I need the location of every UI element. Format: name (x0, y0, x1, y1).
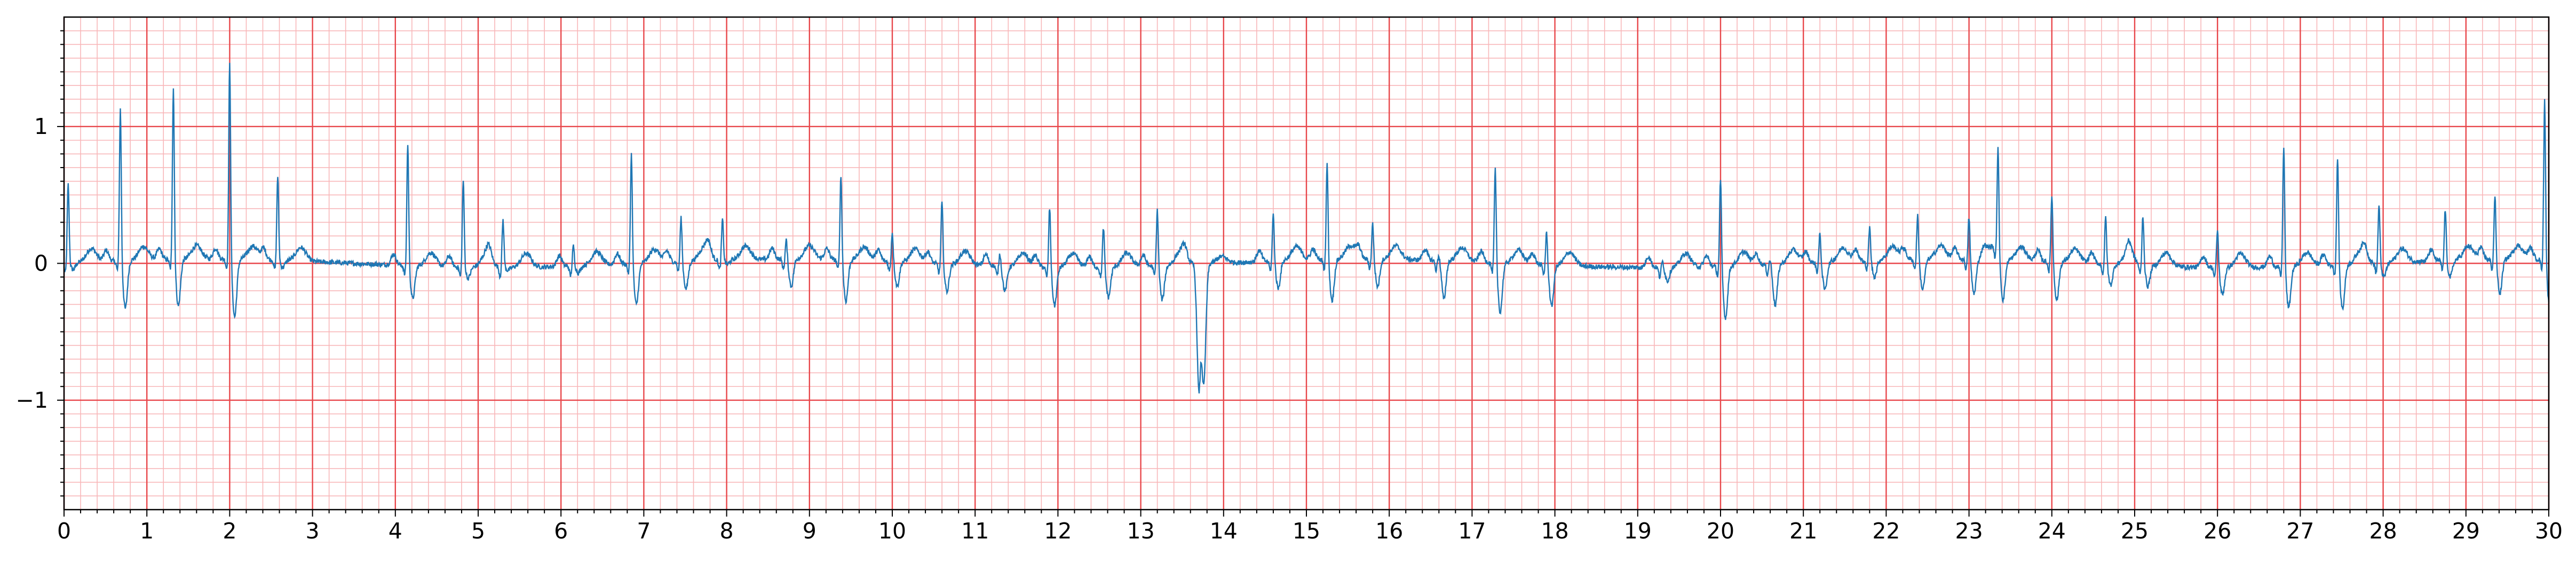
major-grid (63, 17, 2550, 510)
x-tick-label: 19 (1624, 518, 1652, 544)
x-tick-label: 20 (1707, 518, 1734, 544)
x-tick-label: 23 (1955, 518, 1983, 544)
x-tick-label: 9 (803, 518, 817, 544)
x-tick-label: 27 (2286, 518, 2314, 544)
y-axis: −1 0 1 (16, 30, 64, 497)
x-tick-label: 30 (2535, 518, 2563, 544)
x-tick-label: 13 (1127, 518, 1155, 544)
x-tick-label: 21 (1789, 518, 1817, 544)
x-tick-label: 12 (1044, 518, 1072, 544)
x-tick-label: 16 (1375, 518, 1403, 544)
ecg-trace (63, 62, 2550, 394)
x-axis: 0 1 2 3 4 5 6 7 8 9 10 11 12 13 14 15 16 17 18 19 20 21 22 23 24… (57, 510, 2563, 544)
y-tick-label: 1 (34, 114, 48, 139)
x-tick-label: 5 (471, 518, 485, 544)
x-tick-label: 7 (637, 518, 651, 544)
x-tick-label: 17 (1458, 518, 1486, 544)
x-tick-label: 18 (1541, 518, 1569, 544)
y-tick-label: 0 (34, 251, 48, 276)
x-tick-label: 11 (961, 518, 989, 544)
x-tick-label: 3 (306, 518, 320, 544)
x-tick-label: 14 (1210, 518, 1238, 544)
x-tick-label: 22 (1872, 518, 1900, 544)
x-tick-label: 4 (389, 518, 402, 544)
x-tick-label: 1 (140, 518, 154, 544)
x-tick-label: 26 (2204, 518, 2231, 544)
x-tick-label: 2 (223, 518, 236, 544)
x-tick-label: 15 (1293, 518, 1320, 544)
x-tick-label: 24 (2038, 518, 2066, 544)
x-tick-label: 10 (878, 518, 906, 544)
x-tick-label: 29 (2452, 518, 2480, 544)
x-tick-label: 6 (554, 518, 568, 544)
x-tick-label: 8 (720, 518, 734, 544)
x-tick-label: 0 (57, 518, 71, 544)
x-tick-label: 25 (2121, 518, 2149, 544)
y-tick-label: −1 (16, 387, 48, 413)
x-tick-label: 28 (2369, 518, 2397, 544)
